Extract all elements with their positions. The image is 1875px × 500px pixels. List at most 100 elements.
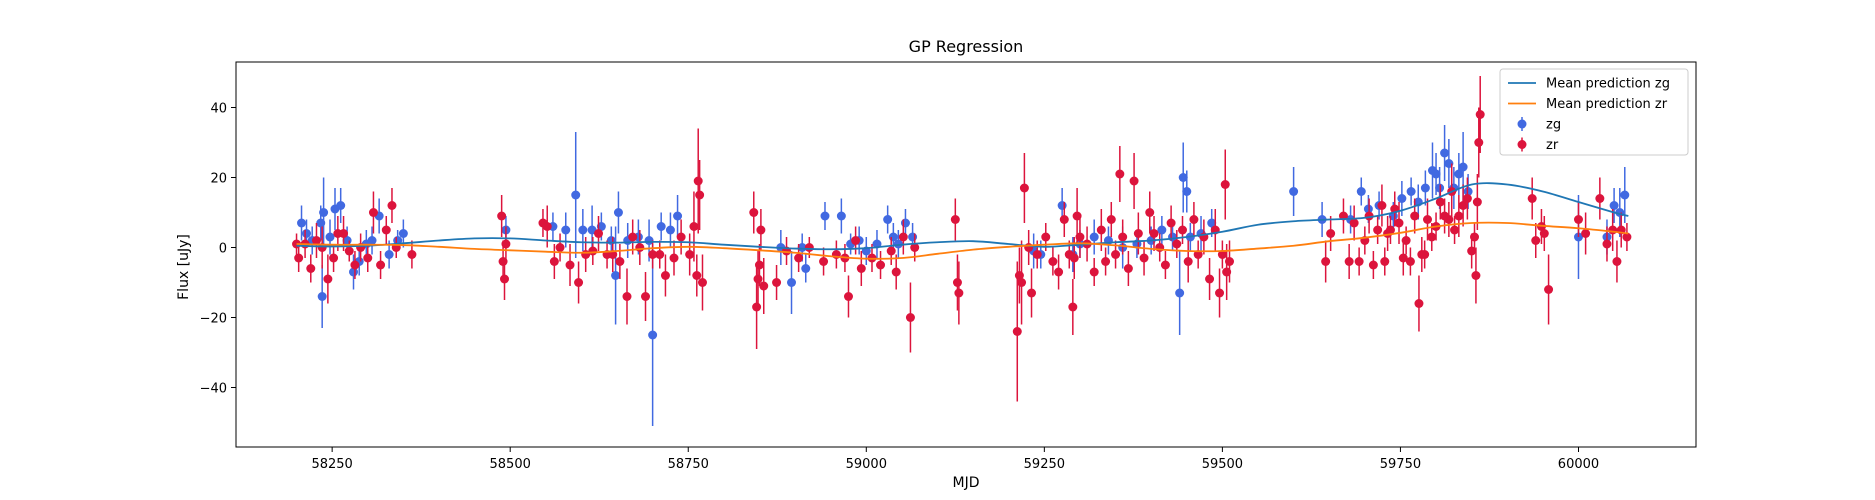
data-point bbox=[1368, 260, 1378, 270]
data-point bbox=[1544, 285, 1554, 294]
x-tick-label: 59250 bbox=[1024, 457, 1065, 472]
data-point bbox=[635, 243, 645, 252]
data-point bbox=[1427, 232, 1437, 242]
y-tick-label: 0 bbox=[219, 242, 227, 257]
data-point bbox=[1054, 267, 1064, 277]
data-point bbox=[1420, 183, 1430, 193]
data-point bbox=[1217, 250, 1227, 259]
data-point bbox=[1454, 211, 1464, 221]
series-zg bbox=[297, 125, 1630, 426]
data-point bbox=[886, 246, 896, 256]
data-point bbox=[754, 260, 764, 270]
data-point bbox=[329, 253, 339, 263]
data-point bbox=[952, 278, 962, 287]
data-point bbox=[692, 271, 702, 280]
data-point bbox=[349, 267, 359, 277]
data-point bbox=[1215, 288, 1225, 298]
data-point bbox=[381, 225, 391, 235]
data-point bbox=[1172, 239, 1182, 249]
data-point bbox=[367, 236, 377, 245]
y-axis-label: Flux [uJy] bbox=[176, 234, 192, 300]
data-point bbox=[883, 215, 893, 224]
data-point bbox=[1475, 110, 1485, 119]
data-point bbox=[756, 225, 766, 235]
data-point bbox=[1139, 253, 1149, 263]
data-point bbox=[1101, 257, 1111, 266]
data-point bbox=[1354, 257, 1364, 266]
chart-title: GP Regression bbox=[909, 37, 1024, 56]
data-point bbox=[1612, 257, 1622, 266]
data-point bbox=[1017, 278, 1027, 287]
legend-swatch bbox=[1517, 119, 1527, 129]
data-point bbox=[499, 274, 509, 284]
y-tick-label: −20 bbox=[200, 312, 227, 327]
data-point bbox=[1344, 257, 1354, 266]
data-point bbox=[801, 264, 811, 273]
data-point bbox=[1349, 218, 1359, 228]
data-point bbox=[752, 302, 762, 312]
data-point bbox=[1160, 260, 1170, 270]
x-tick-label: 58750 bbox=[668, 457, 709, 472]
data-point bbox=[344, 246, 354, 256]
data-point bbox=[856, 264, 866, 273]
data-point bbox=[1398, 253, 1408, 263]
data-point bbox=[1620, 190, 1630, 200]
data-point bbox=[384, 250, 394, 259]
data-point bbox=[1394, 218, 1404, 228]
data-point bbox=[1420, 250, 1430, 259]
y-tick-label: 40 bbox=[210, 102, 227, 117]
data-point bbox=[606, 236, 616, 245]
data-point bbox=[1157, 225, 1167, 235]
data-point bbox=[1166, 218, 1176, 228]
plot-area-frame bbox=[235, 61, 1697, 448]
data-point bbox=[753, 274, 763, 284]
x-tick-label: 59000 bbox=[846, 457, 887, 472]
data-point bbox=[1472, 197, 1482, 207]
data-point bbox=[843, 292, 853, 301]
data-point bbox=[1435, 197, 1445, 207]
data-point bbox=[950, 215, 960, 224]
data-point bbox=[898, 232, 908, 242]
data-point bbox=[641, 292, 651, 301]
data-point bbox=[368, 208, 378, 217]
data-point bbox=[1019, 183, 1029, 193]
data-point bbox=[772, 278, 782, 287]
data-point bbox=[1609, 201, 1619, 210]
data-point bbox=[1225, 257, 1235, 266]
data-point bbox=[1458, 201, 1468, 210]
data-point bbox=[1573, 215, 1583, 224]
data-point bbox=[665, 225, 675, 235]
data-point bbox=[317, 292, 327, 301]
data-point bbox=[1385, 225, 1395, 235]
x-tick-label: 60000 bbox=[1558, 457, 1599, 472]
legend-label: Mean prediction zr bbox=[1546, 97, 1668, 112]
data-point bbox=[1189, 215, 1199, 224]
data-point bbox=[323, 274, 333, 284]
data-point bbox=[1041, 232, 1051, 242]
legend-entry: zg bbox=[1517, 117, 1561, 133]
legend-frame bbox=[1499, 68, 1689, 156]
data-point bbox=[648, 250, 658, 259]
data-point bbox=[1220, 180, 1230, 189]
data-point bbox=[1057, 201, 1067, 210]
data-point bbox=[1123, 264, 1133, 273]
data-point bbox=[820, 211, 830, 221]
data-point bbox=[1539, 229, 1549, 238]
data-point bbox=[613, 208, 623, 217]
data-point bbox=[787, 278, 797, 287]
data-point bbox=[561, 225, 571, 235]
data-point bbox=[615, 257, 625, 266]
data-point bbox=[749, 208, 759, 217]
data-point bbox=[407, 250, 417, 259]
data-point bbox=[656, 222, 666, 231]
x-tick-label: 58250 bbox=[311, 457, 352, 472]
data-point bbox=[1183, 257, 1193, 266]
data-point bbox=[628, 232, 638, 242]
y-tick-label: −40 bbox=[200, 382, 227, 397]
data-point bbox=[588, 246, 598, 256]
x-tick-label: 58500 bbox=[490, 457, 531, 472]
data-point bbox=[350, 260, 360, 270]
data-point bbox=[1075, 232, 1085, 242]
data-point bbox=[1032, 250, 1042, 259]
data-point bbox=[1397, 194, 1407, 203]
